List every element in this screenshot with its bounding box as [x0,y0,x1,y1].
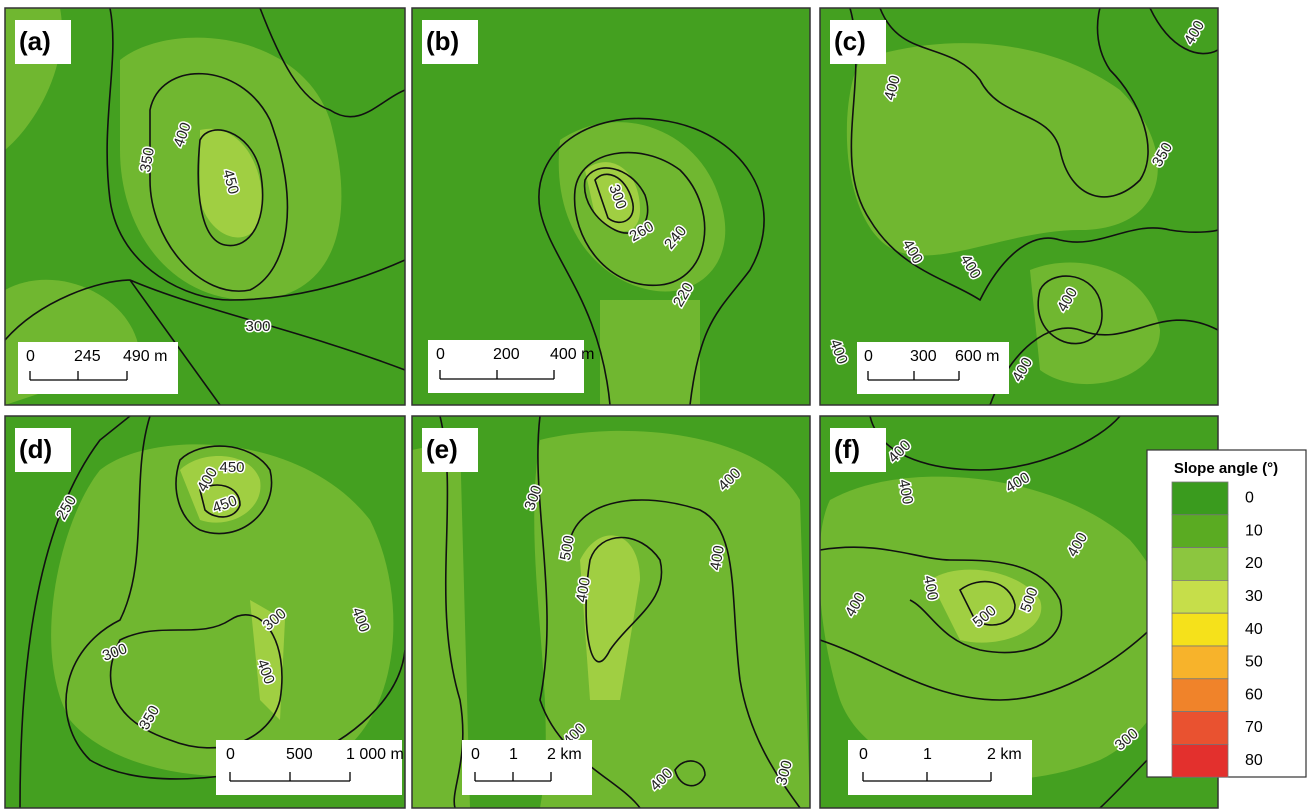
panel-label: (c) [834,26,866,56]
legend-title: Slope angle (°) [1174,460,1278,477]
legend-label: 40 [1245,621,1263,638]
panel-label: (a) [19,26,51,56]
legend-label: 50 [1245,654,1263,671]
scale-bar-label: 0 [471,746,480,763]
scale-bar-label: 1 000 m [346,746,404,763]
scale-bar-label: 490 m [123,348,167,365]
legend-label: 10 [1245,522,1263,539]
scale-bar-label: 300 [910,348,937,365]
contour-label: 450 [219,459,244,476]
legend: Slope angle (°) 0 10 20 30 40 50 60 70 80 [1147,450,1306,777]
legend-label: 60 [1245,686,1263,703]
contour-label: 300 [245,318,270,335]
scale-bar-label: 1 [509,746,518,763]
figure: (a)3504004503000245490 m(b)3002602402200… [0,0,1313,809]
legend-label: 30 [1245,588,1263,605]
scale-bar-label: 200 [493,346,520,363]
scale-bar-label: 0 [26,348,35,365]
scale-bar-label: 0 [859,746,868,763]
scale-bar-label: 2 km [547,746,582,763]
scale-bar-label: 400 m [550,346,594,363]
panel-label: (f) [834,434,860,464]
legend-swatch [1172,580,1228,613]
legend-swatch [1172,679,1228,712]
legend-label: 20 [1245,555,1263,572]
scale-bar-label: 245 [74,348,101,365]
legend-swatch [1172,744,1228,777]
scale-bar-label: 0 [436,346,445,363]
legend-label: 0 [1245,490,1254,507]
scale-bar-label: 0 [864,348,873,365]
legend-swatch [1172,613,1228,646]
legend-items: 0 10 20 30 40 50 60 70 80 [1172,482,1263,777]
legend-swatch [1172,646,1228,679]
legend-swatch [1172,515,1228,548]
legend-swatch [1172,712,1228,745]
panel-label: (d) [19,434,52,464]
legend-swatch [1172,548,1228,581]
scale-bar-label: 500 [286,746,313,763]
scale-bar-label: 1 [923,746,932,763]
panel-label: (b) [426,26,459,56]
legend-label: 80 [1245,752,1263,769]
legend-swatch [1172,482,1228,515]
panel-label: (e) [426,434,458,464]
legend-label: 70 [1245,719,1263,736]
scale-bar-label: 0 [226,746,235,763]
scale-bar-label: 2 km [987,746,1022,763]
scale-bar-label: 600 m [955,348,999,365]
